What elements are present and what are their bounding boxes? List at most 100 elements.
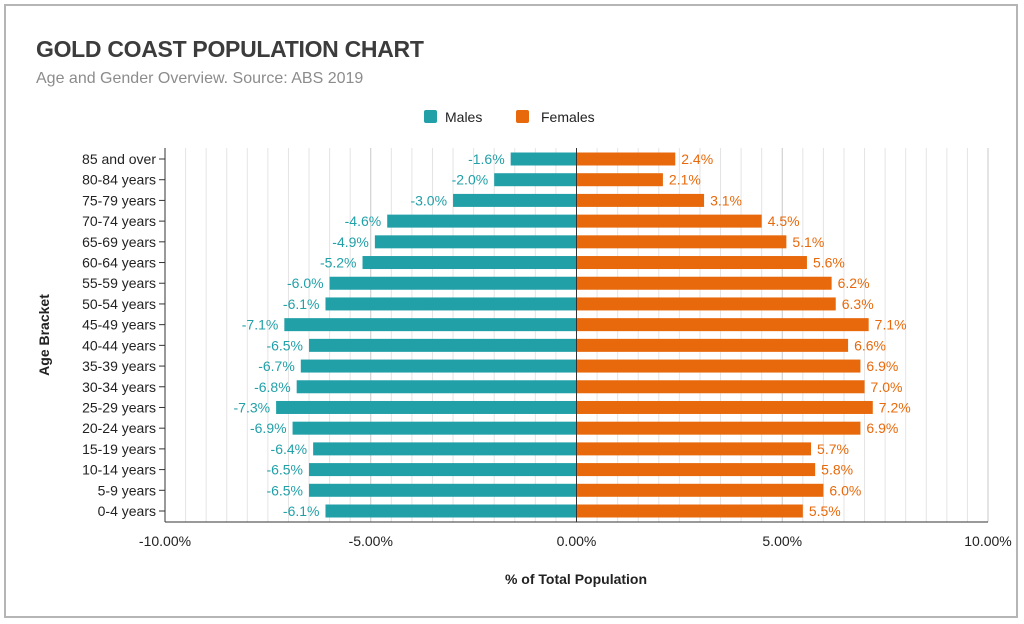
data-label-females: 6.6% [854,337,886,353]
bar-males [325,297,577,311]
x-tick-label: 10.00% [964,533,1011,549]
bar-males [276,400,577,414]
data-label-males: -6.4% [271,441,308,457]
data-label-males: -6.5% [266,337,303,353]
data-label-males: -6.0% [287,275,324,291]
data-label-females: 7.0% [871,379,903,395]
x-tick-label: 5.00% [762,533,802,549]
data-label-females: 5.8% [821,462,853,478]
bar-females [576,463,816,477]
data-label-males: -4.6% [345,213,382,229]
data-label-females: 5.1% [792,234,824,250]
bar-males [296,380,577,394]
bar-females [576,193,705,207]
data-label-females: 5.7% [817,441,849,457]
y-tick-label: 40-44 years [82,337,156,353]
bar-females [576,338,849,352]
y-tick-label: 20-24 years [82,420,156,436]
data-label-females: 5.6% [813,255,845,271]
bar-males [510,152,577,166]
bar-females [576,297,836,311]
y-tick-label: 85 and over [82,151,156,167]
bar-females [576,235,787,249]
bar-males [309,338,577,352]
bar-males [300,359,577,373]
bar-females [576,380,865,394]
bar-males [309,463,577,477]
data-label-males: -2.0% [452,172,489,188]
bar-males [309,483,577,497]
data-label-males: -4.9% [332,234,369,250]
y-tick-label: 45-49 years [82,317,156,333]
y-tick-label: 60-64 years [82,255,156,271]
legend-swatch-females [516,110,529,123]
data-label-males: -7.3% [234,399,271,415]
data-label-females: 6.9% [866,420,898,436]
y-tick-label: 50-54 years [82,296,156,312]
bar-males [494,173,577,187]
x-tick-label: 0.00% [557,533,597,549]
data-label-females: 6.3% [842,296,874,312]
bar-females [576,442,812,456]
bar-males [374,235,577,249]
data-label-females: 7.1% [875,317,907,333]
y-axis-title: Age Bracket [36,294,52,376]
bar-males [325,504,577,518]
data-label-males: -5.2% [320,255,357,271]
data-label-females: 2.1% [669,172,701,188]
legend-swatch-males [424,110,437,123]
data-label-males: -7.1% [242,317,279,333]
chart-title: GOLD COAST POPULATION CHART [36,36,424,62]
y-tick-label: 25-29 years [82,399,156,415]
bar-females [576,276,832,290]
y-tick-label: 5-9 years [98,482,156,498]
bar-females [576,214,762,228]
y-tick-label: 10-14 years [82,462,156,478]
data-label-females: 3.1% [710,192,742,208]
x-axis-title: % of Total Population [505,571,647,587]
data-label-females: 6.9% [866,358,898,374]
x-tick-label: -5.00% [349,533,393,549]
bar-males [329,276,577,290]
data-label-females: 6.2% [838,275,870,291]
bar-females [576,483,824,497]
bar-females [576,504,803,518]
bar-males [387,214,577,228]
data-label-males: -3.0% [410,192,447,208]
y-tick-label: 30-34 years [82,379,156,395]
y-tick-label: 55-59 years [82,275,156,291]
data-label-males: -6.7% [258,358,295,374]
data-label-females: 4.5% [768,213,800,229]
y-tick-label: 75-79 years [82,192,156,208]
data-label-males: -1.6% [468,151,505,167]
bar-females [576,173,663,187]
y-tick-label: 15-19 years [82,441,156,457]
data-label-males: -6.9% [250,420,287,436]
y-tick-label: 80-84 years [82,172,156,188]
chart-subtitle: Age and Gender Overview. Source: ABS 201… [36,70,364,87]
bar-males [453,193,577,207]
data-label-males: -6.5% [266,482,303,498]
bar-males [362,256,577,270]
bar-females [576,400,873,414]
y-tick-label: 0-4 years [98,503,156,519]
data-label-females: 2.4% [681,151,713,167]
bar-females [576,152,676,166]
y-tick-label: 65-69 years [82,234,156,250]
x-tick-label: -10.00% [139,533,191,549]
bar-males [313,442,577,456]
y-tick-label: 35-39 years [82,358,156,374]
data-label-males: -6.1% [283,503,320,519]
legend-label-males: Males [445,109,482,125]
data-label-males: -6.5% [266,462,303,478]
data-label-males: -6.1% [283,296,320,312]
data-label-males: -6.8% [254,379,291,395]
bar-females [576,318,869,332]
bar-females [576,359,861,373]
chart-frame [4,4,1018,618]
data-label-females: 6.0% [829,482,861,498]
bar-males [292,421,577,435]
legend-label-females: Females [541,109,595,125]
y-tick-label: 70-74 years [82,213,156,229]
